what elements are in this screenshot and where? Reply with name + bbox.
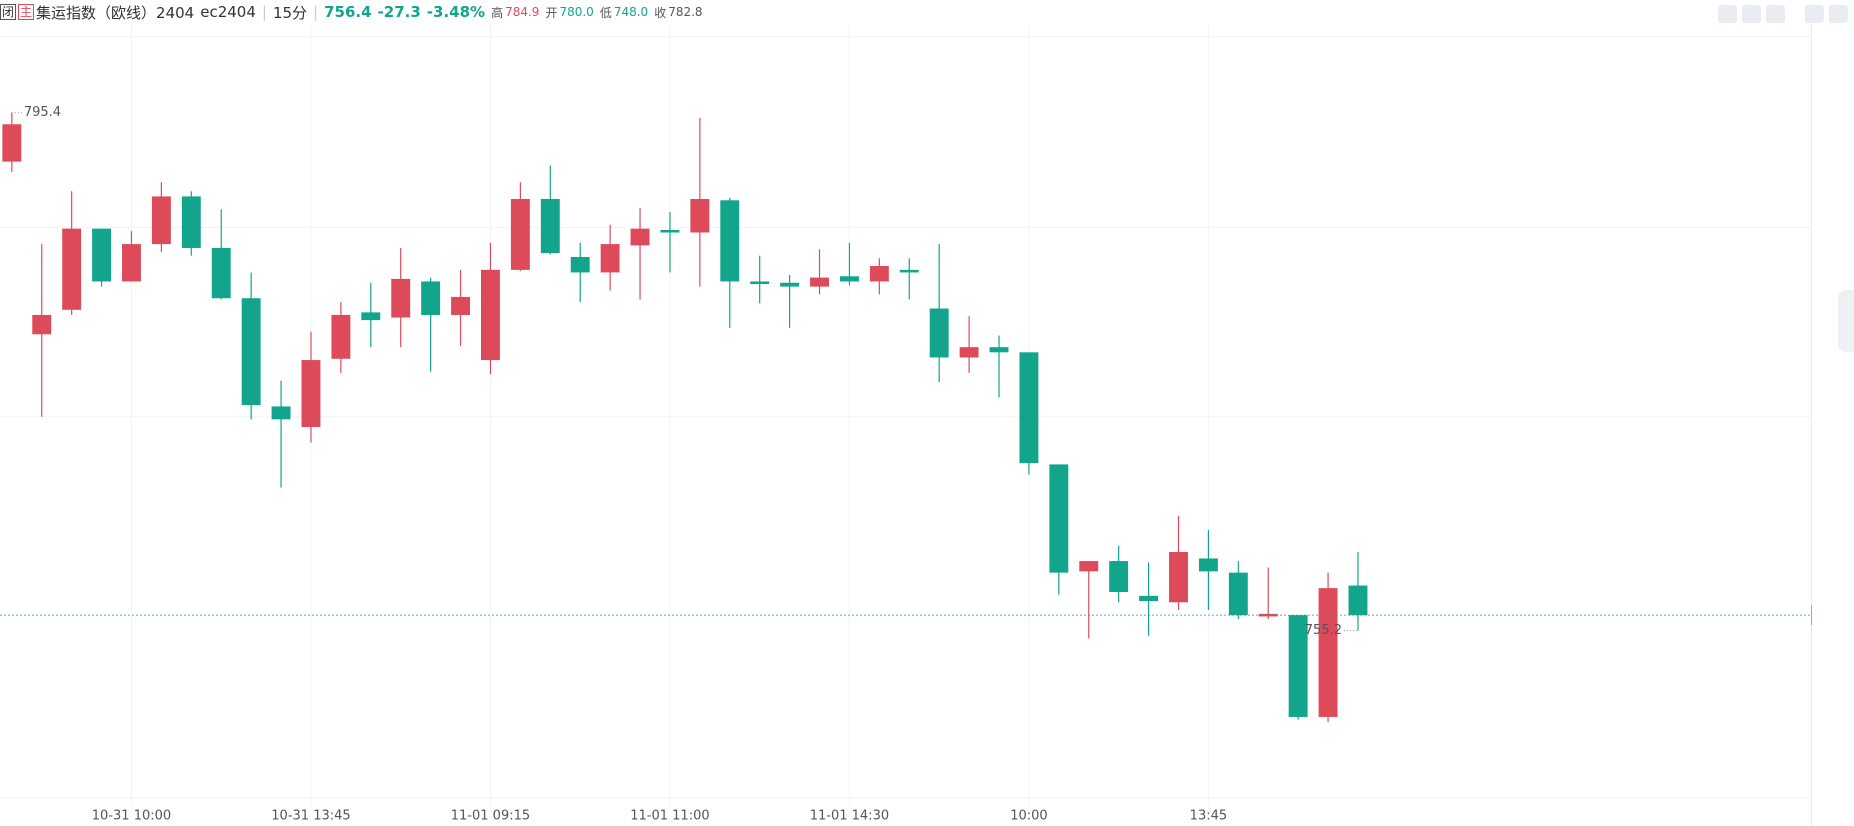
close-button[interactable] <box>1829 5 1848 23</box>
candle-body <box>989 347 1009 353</box>
low-annotation: 755.2 <box>1305 623 1342 638</box>
candle-body <box>301 360 321 428</box>
candle-body <box>480 269 500 361</box>
price: 756.4 <box>324 3 372 21</box>
candle-body <box>1318 588 1338 717</box>
candle-body <box>331 314 351 359</box>
candle-body <box>1019 352 1039 464</box>
candle-body <box>959 347 979 358</box>
candle-body <box>630 228 650 246</box>
candle-body <box>1288 615 1308 717</box>
candle-body <box>810 277 829 287</box>
close-label: 收 <box>654 5 667 20</box>
candle-body <box>211 247 231 299</box>
toolbar <box>1718 5 1848 23</box>
low-label: 低 <box>599 5 612 20</box>
candle-body <box>750 281 770 285</box>
candle-body <box>660 229 680 233</box>
separator: | <box>313 3 319 21</box>
candle-body <box>391 278 411 318</box>
x-tick-label: 13:45 <box>1190 809 1227 824</box>
candle-body <box>1049 464 1069 573</box>
title: 集运指数（欧线）2404 <box>36 3 195 22</box>
low: 748.0 <box>613 5 649 19</box>
tool-button[interactable] <box>1805 5 1824 23</box>
candle-body <box>92 228 112 282</box>
candle-body <box>1228 572 1248 616</box>
candle-body <box>1198 558 1218 572</box>
side-tab[interactable] <box>1838 290 1854 352</box>
separator: | <box>261 3 267 21</box>
candle-body <box>421 281 441 315</box>
candle-body <box>62 228 82 310</box>
open: 780.0 <box>559 5 594 19</box>
candle-body <box>600 244 620 273</box>
candle-body <box>241 298 261 406</box>
candle-body <box>32 314 52 335</box>
candle-body <box>271 406 291 420</box>
x-tick-label: 11-01 09:15 <box>451 809 530 824</box>
candle-body <box>869 265 889 282</box>
high-label: 高 <box>491 5 504 20</box>
candle-body <box>510 198 530 270</box>
candle-body <box>839 276 859 282</box>
candle-body <box>720 200 740 282</box>
candle-body <box>929 308 949 358</box>
tool-button[interactable] <box>1766 5 1785 23</box>
candle-body <box>540 198 560 254</box>
candle-body <box>570 256 590 273</box>
code[interactable]: ec2404 <box>200 3 256 21</box>
period[interactable]: 15分 <box>272 3 308 22</box>
candle-body <box>151 196 171 245</box>
x-tick-label: 10-31 13:45 <box>271 809 350 824</box>
candle-body <box>1169 552 1188 603</box>
candle-body <box>690 198 710 233</box>
candle-body <box>181 196 201 248</box>
close: 782.8 <box>668 5 703 19</box>
tool-button[interactable] <box>1742 5 1761 23</box>
tag[interactable]: 闭 <box>0 4 17 20</box>
x-tick-label: 11-01 14:30 <box>810 809 889 824</box>
open-label: 开 <box>545 5 558 20</box>
change-pct: -3.48% <box>426 3 486 21</box>
candle-body <box>451 296 471 315</box>
x-tick-label: 11-01 11:00 <box>630 809 709 824</box>
candle-body <box>2 124 22 162</box>
header: 闭 主 集运指数（欧线）2404 ec2404 | 15分 | 756.4 -2… <box>0 0 1700 24</box>
candle-body <box>1109 561 1129 592</box>
candle-body <box>899 269 919 273</box>
last-price-box <box>1811 605 1812 626</box>
tool-button[interactable] <box>1718 5 1737 23</box>
candle-body <box>1139 595 1159 601</box>
x-tick-label: 10-31 10:00 <box>92 809 171 824</box>
candle-body <box>361 312 381 321</box>
tag[interactable]: 主 <box>18 4 35 20</box>
change: -27.3 <box>377 3 421 21</box>
candle-body <box>1348 585 1368 616</box>
candle-body <box>780 282 800 287</box>
high-annotation: 795.4 <box>24 105 61 120</box>
candle-body <box>1079 561 1099 572</box>
x-tick-label: 10:00 <box>1010 809 1047 824</box>
candle-body <box>122 244 141 282</box>
high: 784.9 <box>505 5 540 19</box>
